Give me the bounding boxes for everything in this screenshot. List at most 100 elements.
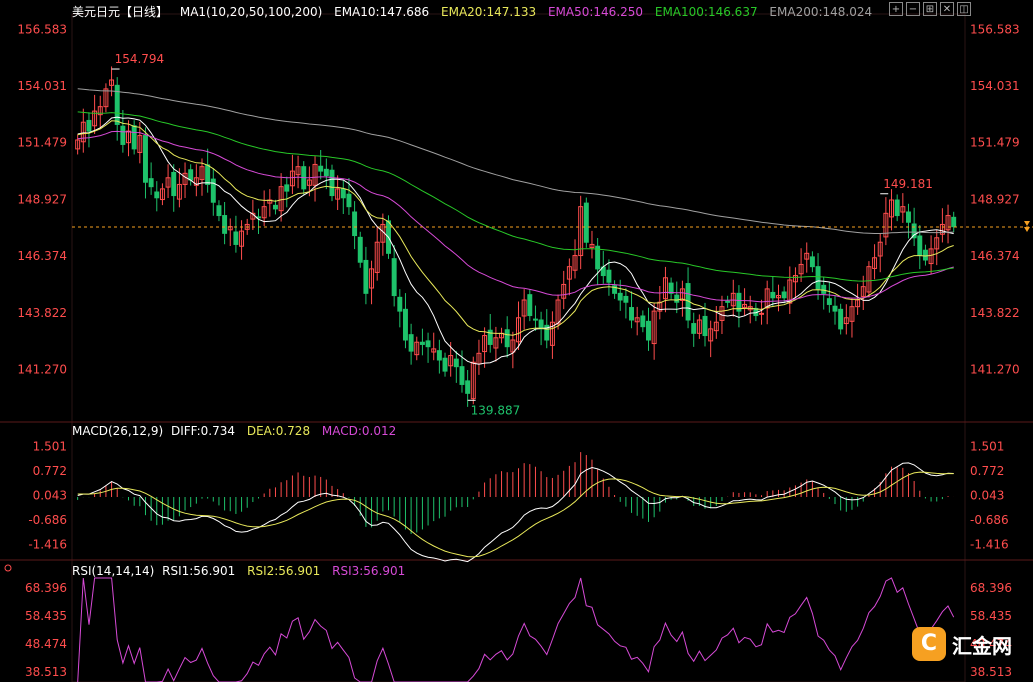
candle-body <box>244 223 250 230</box>
candle-body <box>109 79 115 86</box>
candle-body <box>826 298 832 305</box>
candle-body <box>431 348 437 353</box>
candle-body <box>261 206 267 219</box>
y-tick-label: 148.927 <box>970 192 1020 206</box>
candle-body <box>205 164 211 185</box>
candle-body <box>894 199 900 217</box>
candle-body <box>838 308 844 330</box>
logo-text: 汇金网 <box>952 633 1012 658</box>
candle-body <box>346 193 352 208</box>
candle-body <box>651 310 657 345</box>
candle-body <box>612 285 618 294</box>
y-tick-label: 48.474 <box>970 637 1012 651</box>
close-icon[interactable]: ✕ <box>940 2 954 16</box>
candle-body <box>137 135 143 153</box>
candle-body <box>425 340 431 348</box>
candle-body <box>561 283 567 299</box>
candle-body <box>934 237 940 250</box>
candle-body <box>657 301 663 312</box>
candle-body <box>877 241 883 257</box>
candle-body <box>889 199 895 218</box>
y-tick-label: 58.435 <box>970 609 1012 623</box>
ema20-line <box>77 120 954 336</box>
candle-body <box>725 300 731 303</box>
y-tick-label: 58.435 <box>25 609 67 623</box>
y-tick-label: -1.416 <box>970 538 1009 552</box>
y-tick-label: 143.822 <box>970 306 1020 320</box>
ema200-label: EMA200:148.024 <box>769 5 873 19</box>
y-tick-label: 141.270 <box>17 363 67 377</box>
candle-body <box>759 312 765 315</box>
candle-body <box>606 269 612 283</box>
candle-body <box>809 256 815 268</box>
candle-body <box>470 361 476 400</box>
candle-body <box>374 241 380 273</box>
window-icon[interactable]: ◫ <box>957 2 971 16</box>
macd-dea: DEA:0.728 <box>246 424 311 438</box>
y-tick-label: 156.583 <box>970 22 1020 36</box>
ema50-line <box>77 130 954 303</box>
candle-body <box>532 318 538 321</box>
candle-body <box>730 292 736 307</box>
candle-body <box>419 341 425 345</box>
candle-body <box>945 215 951 231</box>
y-tick-label: 141.270 <box>970 363 1020 377</box>
candle-body <box>617 292 623 301</box>
candle-body <box>708 328 714 342</box>
layout-icon[interactable]: ⊞ <box>923 2 937 16</box>
chart-toolbar: + − ⊞ ✕ ◫ <box>889 2 971 16</box>
candle-body <box>210 178 216 203</box>
candle-body <box>92 110 98 127</box>
candle-body <box>883 212 889 238</box>
candle-body <box>442 357 448 372</box>
y-tick-label: 38.513 <box>970 665 1012 679</box>
candle-body <box>679 288 685 301</box>
candle-body <box>504 329 510 348</box>
candle-body <box>352 211 358 237</box>
candle-body <box>668 282 674 294</box>
candle-body <box>142 135 148 183</box>
candle-body <box>629 307 635 321</box>
candle-body <box>408 334 414 352</box>
zoom-in-icon[interactable]: + <box>889 2 903 16</box>
candle-body <box>114 84 120 125</box>
y-tick-label: 1.501 <box>970 439 1004 453</box>
logo-mark: C <box>912 627 946 661</box>
candle-body <box>323 168 329 177</box>
macd-diff: DIFF:0.734 <box>170 424 236 438</box>
candle-body <box>340 188 346 199</box>
candle-body <box>928 248 934 265</box>
candle-body <box>239 230 245 247</box>
candle-body <box>832 305 838 312</box>
candle-body <box>482 335 488 353</box>
zoom-out-icon[interactable]: − <box>906 2 920 16</box>
candle-body <box>75 139 81 150</box>
candle-body <box>866 266 872 293</box>
candle-body <box>397 296 403 312</box>
candle-body <box>781 291 787 299</box>
candle-body <box>544 324 550 341</box>
candle-body <box>459 366 465 385</box>
candle-body <box>97 106 103 116</box>
ema10-label: EMA10:147.686 <box>334 5 430 19</box>
candle-body <box>696 319 702 334</box>
rsi3-value: RSI3:56.901 <box>332 564 406 578</box>
price-annotation: 139.887 <box>471 403 521 417</box>
candle-body <box>549 321 555 346</box>
candle-body <box>804 252 810 260</box>
y-tick-label: 1.501 <box>33 439 67 453</box>
candle-body <box>578 206 584 257</box>
y-tick-label: 156.583 <box>17 22 67 36</box>
candle-body <box>798 263 804 275</box>
candle-body <box>713 321 719 332</box>
plot-frame <box>71 13 966 682</box>
symbol-label[interactable]: 美元日元【日线】 <box>72 5 169 19</box>
y-tick-label: 154.031 <box>970 79 1020 93</box>
macd-value: MACD:0.012 <box>321 424 397 438</box>
candle-body <box>103 88 109 108</box>
candle-body <box>662 277 668 300</box>
candle-body <box>222 215 228 234</box>
candle-body <box>335 188 341 200</box>
candle-body <box>493 337 499 349</box>
